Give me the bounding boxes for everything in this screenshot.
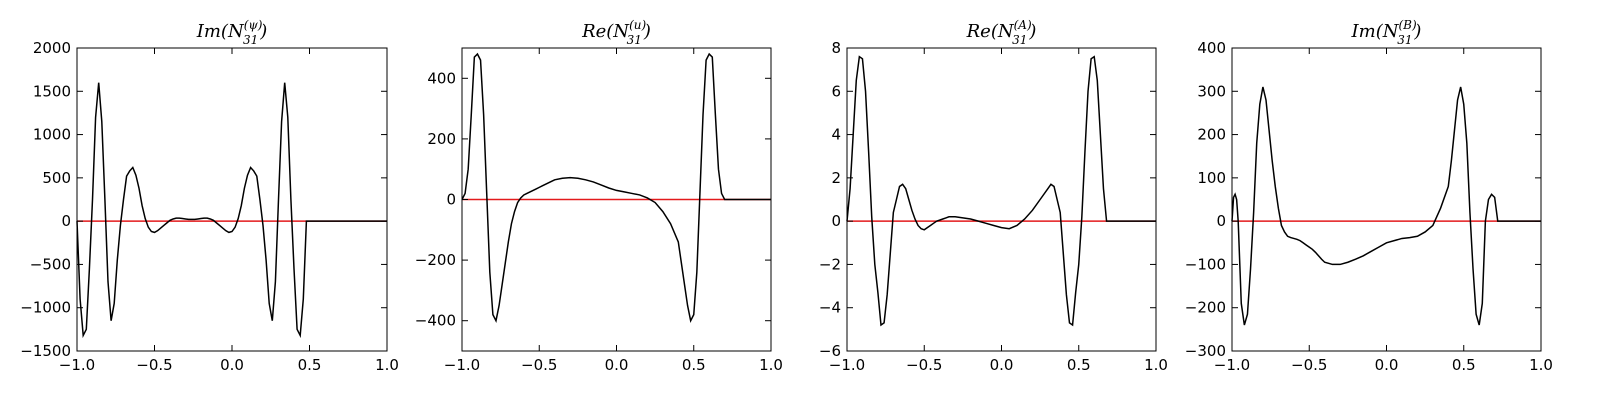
y-tick-label: 1500	[33, 82, 71, 100]
x-tick-label: 0.5	[1067, 356, 1091, 374]
y-tick-label: 2	[831, 169, 841, 187]
y-tick-label: −400	[415, 312, 456, 330]
y-tick-label: 200	[1197, 126, 1226, 144]
chart-title: Im(N(B) 31)	[1351, 18, 1422, 47]
title-prefix: Re(N	[966, 21, 1015, 42]
y-tick-label: 500	[42, 169, 71, 187]
plot-frame	[846, 47, 1157, 352]
x-tick-label: 0.0	[1375, 356, 1399, 374]
y-tick-label: 0	[1216, 212, 1226, 230]
title-prefix: Re(N	[581, 21, 630, 42]
x-tick-label: −1.0	[59, 356, 95, 374]
y-tick-label: 4	[831, 126, 841, 144]
series-line-1	[1231, 86, 1541, 326]
chart-panel-4: −1.0 −0.5 0.0 0.5 1.0 −300 −200 −100 0 100 200 300 4…	[1185, 18, 1553, 374]
title-superscript: (ψ)	[244, 18, 263, 32]
chart-panel-2: −1.0 −0.5 0.0 0.5 1.0 −400 −200 0 200 400 Re(N(u) 3…	[415, 18, 783, 374]
title-superscript: (B)	[1399, 18, 1418, 32]
x-tick-label: −1.0	[444, 356, 480, 374]
title-subscript: 31	[627, 33, 642, 47]
y-tick-label: −200	[1185, 299, 1226, 317]
x-tick-label: 1.0	[375, 356, 399, 374]
y-tick-label: 200	[427, 130, 456, 148]
x-tick-label: −0.5	[136, 356, 172, 374]
series-line-1	[76, 82, 387, 339]
y-tick-label: 6	[831, 82, 841, 100]
y-tick-label: 400	[427, 69, 456, 87]
x-tick-label: 1.0	[759, 356, 783, 374]
y-tick-label: 1000	[33, 126, 71, 144]
y-tick-label: −1000	[20, 299, 71, 317]
x-tick-label: 1.0	[1529, 356, 1553, 374]
y-tick-label: 2000	[33, 39, 71, 57]
title-superscript: (u)	[629, 18, 646, 32]
y-tick-label: −2	[819, 255, 841, 273]
title-suffix: )	[1028, 21, 1036, 42]
x-tick-label: 1.0	[1144, 356, 1168, 374]
x-tick-label: 0.0	[220, 356, 244, 374]
y-tick-label: 0	[61, 212, 71, 230]
x-tick-label: 0.5	[1452, 356, 1476, 374]
series-line-1	[461, 52, 771, 323]
y-tick-label: 400	[1197, 39, 1226, 57]
chart-panel-1: −1.0 −0.5 0.0 0.5 1.0 −1500 −1000 −500 0 500 1000 1…	[20, 18, 399, 374]
y-tick-label: 8	[831, 39, 841, 57]
y-tick-label: −6	[819, 342, 841, 360]
y-tick-label: 300	[1197, 82, 1226, 100]
series-line-1	[846, 55, 1156, 327]
x-tick-label: −1.0	[1214, 356, 1250, 374]
x-tick-label: 0.5	[682, 356, 706, 374]
x-tick-label: −0.5	[1291, 356, 1327, 374]
title-suffix: )	[259, 21, 267, 42]
y-tick-label: 0	[831, 212, 841, 230]
title-suffix: )	[1413, 21, 1421, 42]
x-tick-label: −0.5	[521, 356, 557, 374]
title-subscript: 31	[1012, 33, 1027, 47]
chart-title: Im(N(ψ) 31)	[196, 18, 267, 47]
title-prefix: Im(N	[1351, 21, 1400, 42]
x-tick-label: 0.0	[990, 356, 1014, 374]
y-tick-label: 0	[446, 191, 456, 209]
x-tick-label: 0.5	[298, 356, 322, 374]
chart-title: Re(N(A) 31)	[966, 18, 1037, 47]
title-subscript: 31	[1397, 33, 1412, 47]
x-tick-label: −0.5	[906, 356, 942, 374]
chart-panel-3: −1.0 −0.5 0.0 0.5 1.0 −6 −4 −2 0 2 4 6 8 Re(N(A) 31)	[819, 18, 1168, 374]
y-tick-label: −100	[1185, 255, 1226, 273]
chart-title: Re(N(u) 31)	[581, 18, 651, 47]
y-tick-label: −300	[1185, 342, 1226, 360]
title-superscript: (A)	[1014, 18, 1032, 32]
x-tick-label: −1.0	[829, 356, 865, 374]
y-tick-label: 100	[1197, 169, 1226, 187]
y-tick-label: −200	[415, 251, 456, 269]
y-tick-label: −1500	[20, 342, 71, 360]
title-subscript: 31	[243, 33, 258, 47]
y-tick-label: −500	[30, 255, 71, 273]
y-tick-label: −4	[819, 299, 841, 317]
title-suffix: )	[643, 21, 651, 42]
x-tick-label: 0.0	[605, 356, 629, 374]
title-prefix: Im(N	[196, 21, 245, 42]
